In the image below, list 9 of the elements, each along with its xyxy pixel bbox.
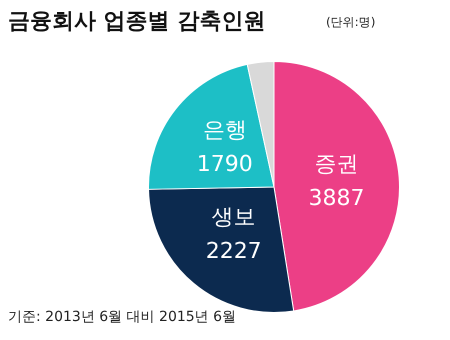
slice-label: 은행 [202, 118, 247, 143]
chart-title: 금융회사 업종별 감축인원 [8, 8, 266, 36]
slice-label: 증권 [314, 152, 359, 177]
text: 기준: 2013년 6월 대비 2015년 6월 [8, 308, 236, 326]
data-label: 2227 [206, 238, 262, 264]
data-label: 3887 [308, 186, 365, 211]
slice-label: 생보 [212, 204, 256, 230]
chart-subtitle: (단위:명) [326, 14, 376, 31]
data-label: 1790 [196, 152, 253, 177]
